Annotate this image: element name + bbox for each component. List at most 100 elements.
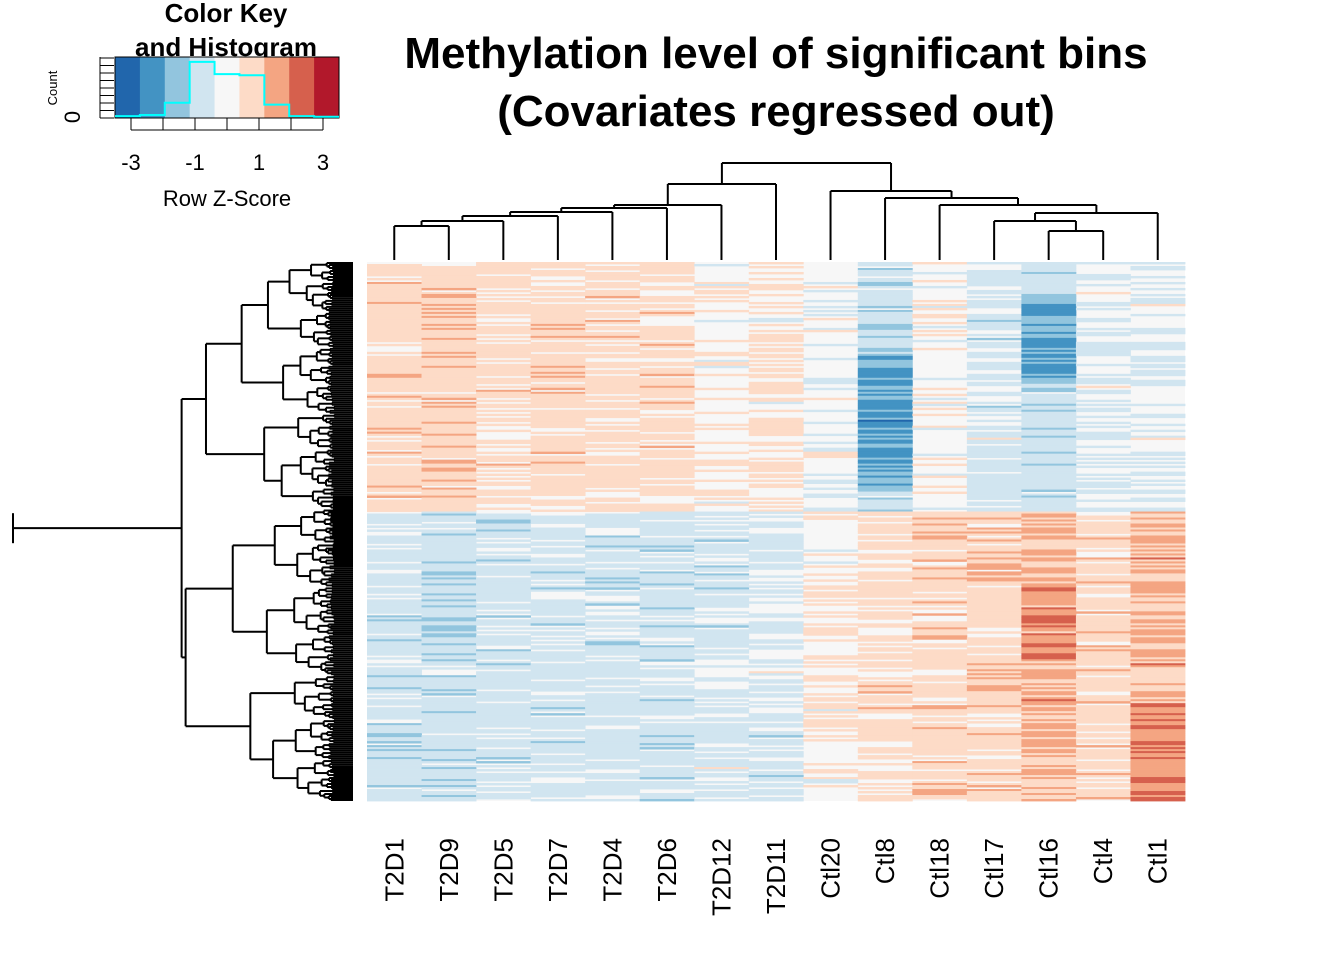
heatmap-cell xyxy=(639,771,695,774)
heatmap-cell xyxy=(421,561,477,564)
heatmap-cell xyxy=(530,325,586,329)
color-key-histogram xyxy=(115,60,339,118)
heatmap-cell xyxy=(966,431,1022,435)
heatmap-cell xyxy=(912,313,968,317)
heatmap-cell xyxy=(694,611,750,614)
heatmap-cell xyxy=(421,403,477,407)
heatmap-cell xyxy=(748,293,804,297)
heatmap-cell xyxy=(803,573,859,576)
heatmap-cell xyxy=(912,757,968,760)
heatmap-cell xyxy=(1130,539,1186,542)
heatmap-cell xyxy=(367,557,422,560)
heatmap-cell xyxy=(1021,565,1077,568)
heatmap-cell xyxy=(421,685,477,688)
heatmap-cell xyxy=(421,709,477,712)
heatmap-cell xyxy=(367,335,422,339)
heatmap-cell xyxy=(530,735,586,738)
heatmap-cell xyxy=(857,457,913,461)
heatmap-cell xyxy=(912,425,968,429)
heatmap-cell xyxy=(421,581,477,584)
heatmap-cell xyxy=(530,611,586,614)
heatmap-cell xyxy=(912,531,968,534)
heatmap-cell xyxy=(639,655,695,658)
heatmap-cell xyxy=(1075,473,1131,477)
heatmap-cell xyxy=(639,657,695,660)
heatmap-cell xyxy=(367,381,422,385)
heatmap-cell xyxy=(530,527,586,530)
heatmap-cell xyxy=(476,711,531,714)
heatmap-cell xyxy=(1021,355,1077,359)
heatmap-cell xyxy=(1130,437,1186,441)
heatmap-cell xyxy=(1130,373,1186,377)
heatmap-cell xyxy=(639,351,695,355)
heatmap-cell xyxy=(476,293,531,297)
heatmap-cell xyxy=(912,579,968,582)
heatmap-cell xyxy=(639,621,695,624)
heatmap-cell xyxy=(639,543,695,546)
heatmap-cell xyxy=(421,603,477,606)
heatmap-cell xyxy=(1075,327,1131,331)
heatmap-cell xyxy=(421,369,477,373)
heatmap-cell xyxy=(966,393,1022,397)
heatmap-cell xyxy=(857,525,913,528)
heatmap-cell xyxy=(803,313,859,317)
color-key-bins xyxy=(115,57,340,118)
heatmap-cell xyxy=(1021,757,1077,760)
heatmap-cell xyxy=(421,745,477,748)
heatmap-cell xyxy=(1075,645,1131,648)
heatmap-cell xyxy=(1130,597,1186,600)
heatmap-cell xyxy=(857,653,913,656)
heatmap-cell xyxy=(966,375,1022,379)
heatmap-cell xyxy=(367,627,422,630)
heatmap-cell xyxy=(530,551,586,554)
heatmap-cell xyxy=(1021,749,1077,752)
heatmap-cell xyxy=(367,581,422,584)
heatmap-cell xyxy=(585,337,641,341)
heatmap-cell xyxy=(912,413,968,417)
x-tick-label: 1 xyxy=(253,150,265,175)
heatmap-cell xyxy=(367,495,422,498)
heatmap-cell xyxy=(1021,547,1077,550)
heatmap-cell xyxy=(585,615,641,618)
heatmap-cell xyxy=(966,737,1022,740)
heatmap-cell xyxy=(748,329,804,333)
heatmap-cell xyxy=(421,459,477,463)
heatmap-cell xyxy=(530,391,586,395)
heatmap-cell xyxy=(748,441,804,445)
heatmap-cell xyxy=(639,665,695,668)
heatmap-cell xyxy=(585,331,641,335)
heatmap-cell xyxy=(421,597,477,600)
heatmap-cell xyxy=(1075,587,1131,590)
heatmap-cell xyxy=(1021,753,1077,756)
heatmap-cell xyxy=(966,693,1022,696)
heatmap-cell xyxy=(1130,743,1186,746)
heatmap-cell xyxy=(421,389,477,393)
heatmap-cell xyxy=(1075,565,1131,568)
heatmap-cell xyxy=(912,613,968,616)
heatmap-cell xyxy=(1075,791,1131,794)
heatmap-cell xyxy=(803,549,859,552)
heatmap-cell xyxy=(585,667,641,670)
heatmap-cell xyxy=(585,349,641,353)
heatmap-cell xyxy=(476,649,531,652)
heatmap-cell xyxy=(421,269,477,273)
heatmap-cell xyxy=(966,675,1022,678)
heatmap-cell xyxy=(966,555,1022,558)
heatmap-cell xyxy=(476,393,531,397)
heatmap-cell xyxy=(966,763,1022,766)
heatmap-cell xyxy=(639,311,695,315)
heatmap-cell xyxy=(1021,779,1077,782)
heatmap-cell xyxy=(966,767,1022,770)
heatmap-cell xyxy=(476,463,531,467)
heatmap-cell xyxy=(639,325,695,329)
heatmap-cell xyxy=(421,719,477,722)
heatmap-cell xyxy=(1075,563,1131,566)
heatmap-cell xyxy=(1021,761,1077,764)
heatmap-cell xyxy=(857,273,913,277)
heatmap-cell xyxy=(966,273,1022,277)
heatmap-cell xyxy=(367,521,422,524)
heatmap-cell xyxy=(912,485,968,488)
heatmap-cell xyxy=(639,711,695,714)
heatmap-cell xyxy=(367,309,422,313)
heatmap-cell xyxy=(585,573,641,576)
